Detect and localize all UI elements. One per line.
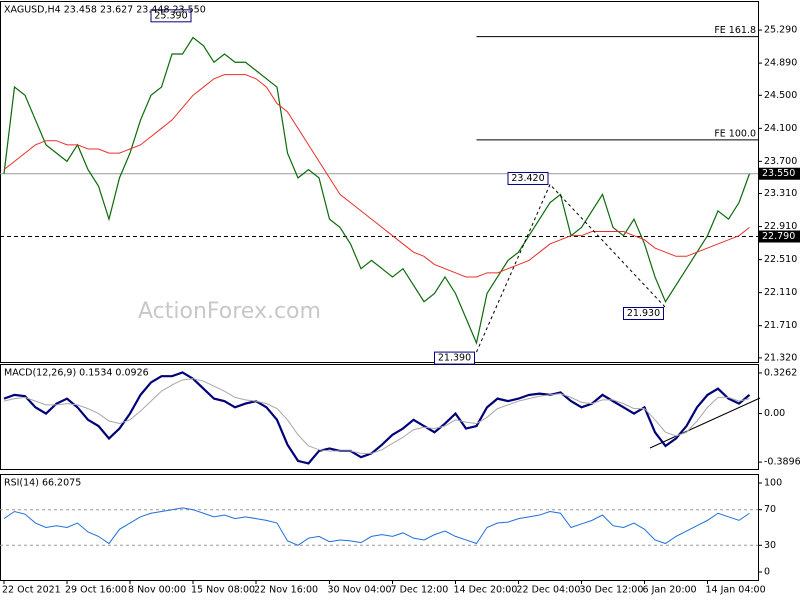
x-tick-label: 22 Dec 04:00 xyxy=(517,585,581,596)
x-tick-label: 22 Oct 2021 xyxy=(2,585,61,596)
price-tag xyxy=(759,167,800,180)
y-tick-label: 0.00 xyxy=(764,408,785,419)
macd-pane xyxy=(0,364,759,470)
x-tick-label: 30 Nov 04:00 xyxy=(328,585,392,596)
price-pane xyxy=(0,1,759,363)
y-tick-label: 22.510 xyxy=(764,254,797,265)
y-tick-label: 24.100 xyxy=(764,123,797,134)
swing-box xyxy=(150,9,192,23)
y-tick-label: 21.710 xyxy=(764,320,797,331)
watermark: ActionForex.com xyxy=(138,299,321,324)
x-tick-label: 30 Dec 12:00 xyxy=(580,585,644,596)
swing-label: 21.930 xyxy=(627,308,660,319)
fe-label: FE 100.0 xyxy=(714,128,756,139)
rsi-pane xyxy=(0,474,759,581)
swing-box xyxy=(623,307,664,321)
swing-label: 21.390 xyxy=(438,353,471,364)
series-line xyxy=(3,36,751,345)
price-tag xyxy=(759,230,800,243)
x-tick-label: 22 Nov 16:00 xyxy=(254,585,318,596)
x-tick-label: 7 Dec 12:00 xyxy=(391,585,449,596)
y-tick-label: 24.500 xyxy=(764,90,797,101)
swing-line xyxy=(476,183,666,353)
swing-label: 23.420 xyxy=(511,173,544,184)
y-tick-label: 23.310 xyxy=(764,188,797,199)
y-tick-label: 100 xyxy=(764,478,782,489)
y-tick-label: 0.3262 xyxy=(764,367,797,378)
y-tick-label: 22.910 xyxy=(764,221,797,232)
x-tick-label: 29 Oct 16:00 xyxy=(65,585,127,596)
y-tick-label: -0.3896 xyxy=(764,457,800,468)
trend-line xyxy=(649,397,761,449)
y-tick-label: 22.110 xyxy=(764,287,797,298)
price-tag-label: 23.550 xyxy=(762,168,795,179)
x-tick-label: 6 Jan 20:00 xyxy=(643,585,697,596)
x-tick-label: 14 Jan 04:00 xyxy=(706,585,766,596)
x-tick-label: 8 Nov 00:00 xyxy=(128,585,186,596)
series-line xyxy=(3,371,751,465)
x-tick-label: 14 Dec 20:00 xyxy=(454,585,518,596)
swing-box xyxy=(434,351,475,365)
y-tick-label: 25.290 xyxy=(764,25,797,36)
y-tick-label: 24.890 xyxy=(764,58,797,69)
series-line xyxy=(3,507,750,546)
swing-box xyxy=(507,171,549,185)
pane-title: MACD(12,26,9) 0.1534 0.0926 xyxy=(4,368,149,379)
pane-title: RSI(14) 66.2075 xyxy=(4,478,81,489)
y-tick-label: 21.320 xyxy=(764,352,797,363)
y-tick-label: 0 xyxy=(764,566,770,577)
swing-label: 25.390 xyxy=(154,10,187,21)
pane-title: XAGUSD,H4 23.458 23.627 23.448 23.550 xyxy=(4,5,206,16)
series-line xyxy=(3,74,750,278)
y-tick-label: 23.700 xyxy=(764,156,797,167)
y-tick-label: 30 xyxy=(764,540,776,551)
fe-label: FE 161.8 xyxy=(714,25,756,36)
price-tag-label: 22.790 xyxy=(762,231,795,242)
y-tick-label: 70 xyxy=(764,504,776,515)
series-line xyxy=(3,378,750,454)
x-tick-label: 15 Nov 08:00 xyxy=(191,585,255,596)
